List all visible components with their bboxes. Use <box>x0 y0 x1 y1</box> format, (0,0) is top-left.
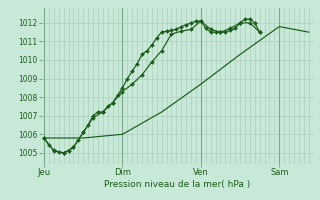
X-axis label: Pression niveau de la mer( hPa ): Pression niveau de la mer( hPa ) <box>104 180 251 189</box>
